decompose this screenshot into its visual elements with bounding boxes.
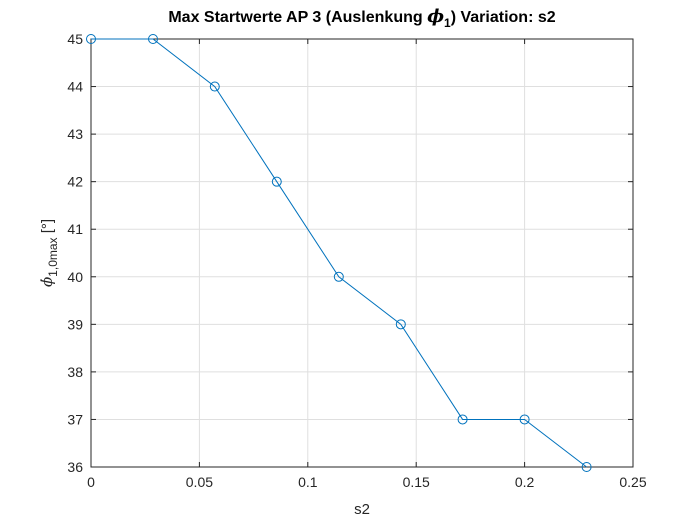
y-axis-ticks: 36 37 38 39 40 41 42 43 44 45: [67, 31, 633, 475]
y-tick-label: 41: [67, 221, 83, 237]
y-axis-label: ϕ̇1,0max [°]: [38, 219, 60, 287]
data-point-marker: [581, 462, 592, 472]
series-layer: [86, 34, 592, 472]
data-point-marker: [333, 271, 344, 282]
y-tick-label: 42: [67, 174, 83, 190]
x-tick-label: 0.05: [186, 474, 213, 490]
data-point-marker: [457, 414, 468, 425]
y-tick-label: 43: [67, 126, 83, 142]
x-axis-ticks: 0 0.05 0.1 0.15 0.2 0.25: [87, 39, 647, 490]
x-tick-label: 0.15: [403, 474, 430, 490]
y-tick-label: 37: [67, 411, 83, 427]
x-tick-label: 0: [87, 474, 95, 490]
y-tick-label: 40: [67, 269, 83, 285]
x-tick-label: 0.25: [619, 474, 646, 490]
y-tick-label: 38: [67, 364, 83, 380]
data-point-marker: [86, 34, 96, 44]
series-line: [91, 38, 587, 468]
x-tick-label: 0.2: [515, 474, 535, 490]
chart-title: Max Startwerte AP 3 (Auslenkung ϕ1) Vari…: [168, 6, 555, 30]
plot-area: [91, 39, 633, 467]
data-point-marker: [271, 176, 282, 187]
y-tick-label: 39: [67, 316, 83, 332]
data-point-marker: [209, 81, 220, 92]
data-point-marker: [148, 34, 159, 44]
y-tick-label: 44: [67, 79, 83, 95]
grid-lines: [91, 39, 633, 467]
data-point-marker: [395, 319, 406, 330]
data-point-marker: [519, 414, 530, 425]
y-tick-label: 36: [67, 459, 83, 475]
x-tick-label: 0.1: [298, 474, 318, 490]
y-tick-label: 45: [67, 31, 83, 47]
plot-box: [90, 38, 634, 468]
x-axis-label: s2: [354, 501, 370, 518]
